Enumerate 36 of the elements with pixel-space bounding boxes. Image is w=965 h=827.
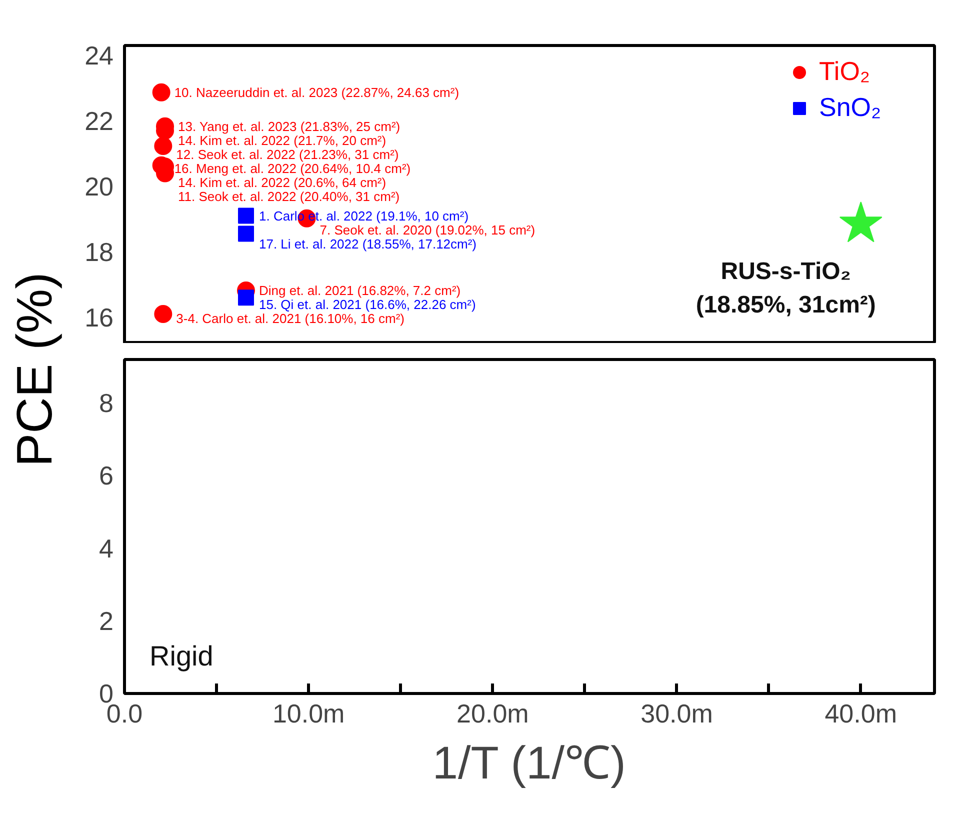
y-tick-label: 18 <box>84 236 114 267</box>
data-label: 12. Seok et. al. 2022 (21.23%, 31 cm²) <box>176 146 399 162</box>
y-tick-label: 8 <box>99 388 114 418</box>
point <box>238 226 254 242</box>
x-tick-label: 30.0m <box>640 698 713 728</box>
point <box>238 208 254 224</box>
x-tick-label: 40.0m <box>824 698 897 728</box>
y-tick-label: 6 <box>99 460 114 491</box>
x-axis-title: 1/T (1/℃) <box>432 736 626 788</box>
y-tick-label: 20 <box>84 171 114 202</box>
annotation: Rigid <box>150 640 214 672</box>
y-tick-label: 4 <box>99 533 114 564</box>
annotation: RUS-s-TiO₂ (18.85%, 31cm²) <box>696 258 876 319</box>
data-label: 3-4. Carlo et. al. 2021 (16.10%, 16 cm²) <box>176 310 405 326</box>
legend-label: SnO₂ <box>819 92 882 123</box>
data-label: 15. Qi et. al. 2021 (16.6%, 22.26 cm²) <box>259 296 476 312</box>
data-label: 14. Kim et. al. 2022 (20.6%, 64 cm²) <box>178 174 386 190</box>
legend-label: TiO₂ <box>819 56 870 87</box>
point <box>238 290 254 306</box>
point <box>152 83 170 102</box>
point <box>154 305 172 324</box>
y-tick-label: 16 <box>84 302 114 332</box>
data-label: 17. Li et. al. 2022 (18.55%, 17.12cm²) <box>259 236 477 252</box>
x-tick-label: 20.0m <box>456 698 529 728</box>
data-label: 16. Meng et. al. 2022 (20.64%, 10.4 cm²) <box>174 160 411 176</box>
data-label: 10. Nazeeruddin et. al. 2023 (22.87%, 24.63 cm²) <box>174 84 460 100</box>
point <box>154 137 172 156</box>
data-label: 14. Kim et. al. 2022 (21.7%, 20 cm²) <box>178 132 386 148</box>
y-tick-label: 2 <box>99 606 114 636</box>
y-tick-label: 22 <box>84 106 114 136</box>
x-tick-label: 10.0m <box>272 698 345 728</box>
data-label: 11. Seok et. al. 2022 (20.40%, 31 cm²) <box>178 188 400 204</box>
data-label: 7. Seok et. al. 2020 (19.02%, 15 cm²) <box>320 222 536 238</box>
data-label: 13. Yang et. al. 2023 (21.83%, 25 cm²) <box>178 118 400 134</box>
y-tick-label: 24 <box>84 40 114 70</box>
data-label: Ding et. al. 2021 (16.82%, 7.2 cm²) <box>259 282 461 298</box>
